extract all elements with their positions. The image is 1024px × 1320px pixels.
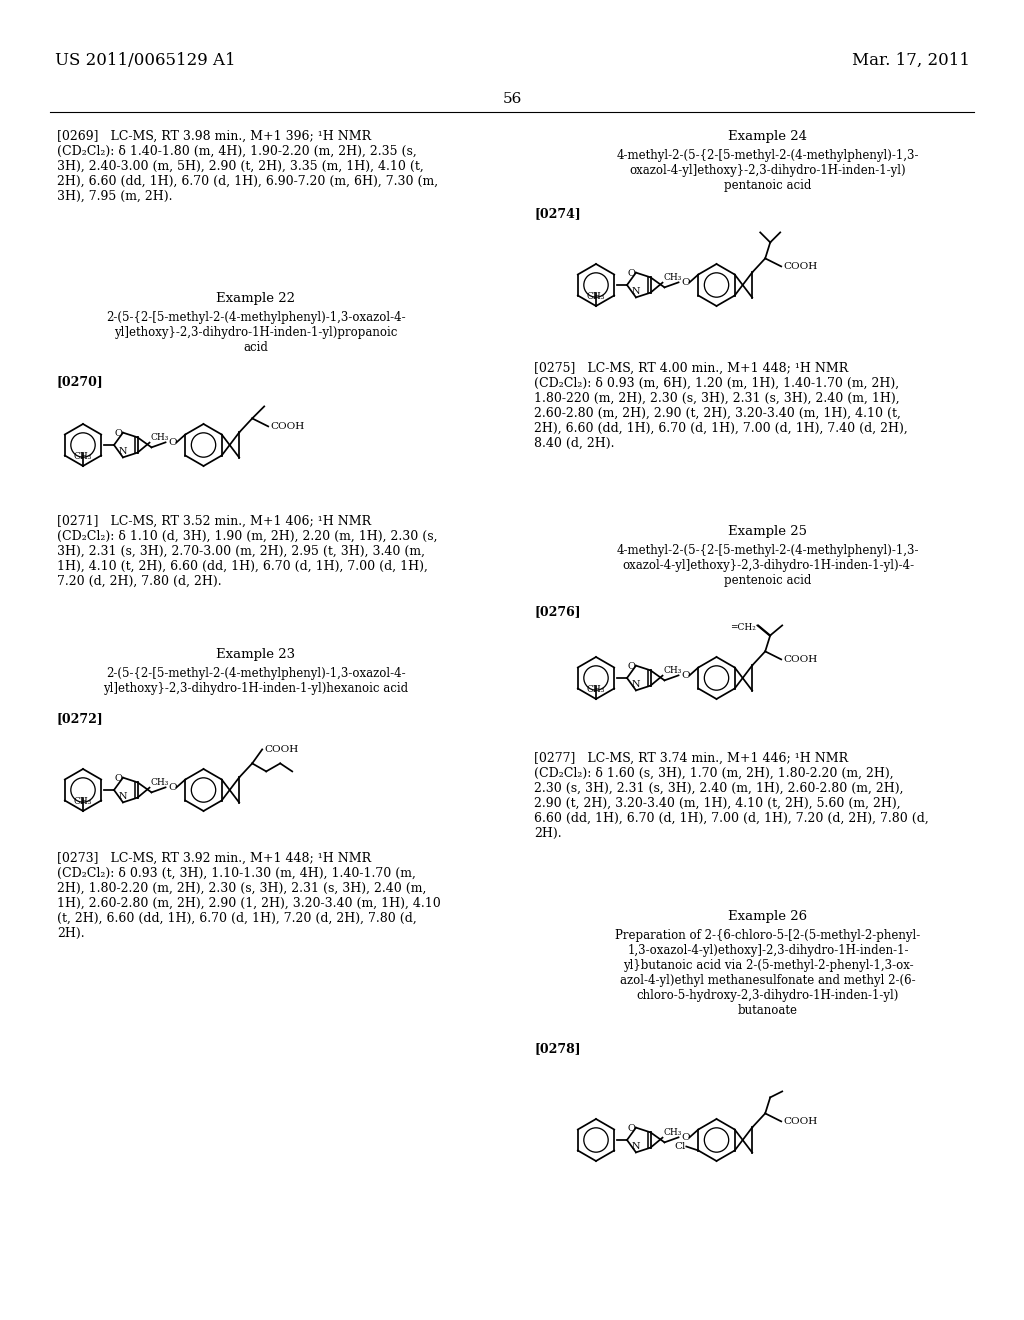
- Text: CH₃: CH₃: [151, 433, 169, 442]
- Text: O: O: [114, 774, 122, 783]
- Text: US 2011/0065129 A1: US 2011/0065129 A1: [55, 51, 236, 69]
- Text: CH₃: CH₃: [74, 797, 92, 807]
- Text: O: O: [627, 663, 635, 671]
- Text: 4-methyl-2-(5-{2-[5-methyl-2-(4-methylphenyl)-1,3-
oxazol-4-yl]ethoxy}-2,3-dihyd: 4-methyl-2-(5-{2-[5-methyl-2-(4-methylph…: [616, 149, 920, 191]
- Text: =CH₂: =CH₂: [730, 623, 756, 632]
- Text: N: N: [119, 792, 127, 801]
- Text: Preparation of 2-{6-chloro-5-[2-(5-methyl-2-phenyl-
1,3-oxazol-4-yl)ethoxy]-2,3-: Preparation of 2-{6-chloro-5-[2-(5-methy…: [615, 929, 921, 1016]
- Text: O: O: [627, 269, 635, 279]
- Text: Example 23: Example 23: [216, 648, 296, 661]
- Text: 2-(5-{2-[5-methyl-2-(4-methylphenyl)-1,3-oxazol-4-
yl]ethoxy}-2,3-dihydro-1H-ind: 2-(5-{2-[5-methyl-2-(4-methylphenyl)-1,3…: [103, 667, 409, 696]
- Text: [0269]   LC-MS, RT 3.98 min., M+1 396; ¹H NMR
(CD₂Cl₂): δ 1.40-1.80 (m, 4H), 1.9: [0269] LC-MS, RT 3.98 min., M+1 396; ¹H …: [57, 129, 438, 203]
- Text: O: O: [114, 429, 122, 438]
- Text: [0276]: [0276]: [534, 605, 581, 618]
- Text: CH₃: CH₃: [664, 273, 682, 281]
- Text: 2-(5-{2-[5-methyl-2-(4-methylphenyl)-1,3-oxazol-4-
yl]ethoxy}-2,3-dihydro-1H-ind: 2-(5-{2-[5-methyl-2-(4-methylphenyl)-1,3…: [106, 312, 406, 354]
- Text: COOH: COOH: [783, 655, 817, 664]
- Text: O: O: [681, 277, 690, 286]
- Text: N: N: [119, 447, 127, 457]
- Text: CH₃: CH₃: [664, 665, 682, 675]
- Text: O: O: [681, 1133, 690, 1142]
- Text: O: O: [681, 671, 690, 680]
- Text: CH₃: CH₃: [664, 1127, 682, 1137]
- Text: [0270]: [0270]: [57, 375, 103, 388]
- Text: CH₃: CH₃: [587, 685, 605, 694]
- Text: [0273]   LC-MS, RT 3.92 min., M+1 448; ¹H NMR
(CD₂Cl₂): δ 0.93 (t, 3H), 1.10-1.3: [0273] LC-MS, RT 3.92 min., M+1 448; ¹H …: [57, 851, 440, 940]
- Text: [0275]   LC-MS, RT 4.00 min., M+1 448; ¹H NMR
(CD₂Cl₂): δ 0.93 (m, 6H), 1.20 (m,: [0275] LC-MS, RT 4.00 min., M+1 448; ¹H …: [534, 362, 907, 450]
- Text: N: N: [632, 1142, 640, 1151]
- Text: CH₃: CH₃: [74, 451, 92, 461]
- Text: N: N: [632, 288, 640, 297]
- Text: O: O: [168, 783, 177, 792]
- Text: O: O: [168, 438, 177, 447]
- Text: 4-methyl-2-(5-{2-[5-methyl-2-(4-methylphenyl)-1,3-
oxazol-4-yl]ethoxy}-2,3-dihyd: 4-methyl-2-(5-{2-[5-methyl-2-(4-methylph…: [616, 544, 920, 587]
- Text: COOH: COOH: [783, 261, 817, 271]
- Text: Example 26: Example 26: [728, 909, 808, 923]
- Text: [0272]: [0272]: [57, 711, 103, 725]
- Text: COOH: COOH: [783, 1117, 817, 1126]
- Text: Example 22: Example 22: [216, 292, 296, 305]
- Text: Example 24: Example 24: [728, 129, 808, 143]
- Text: N: N: [632, 680, 640, 689]
- Text: O: O: [627, 1125, 635, 1133]
- Text: CH₃: CH₃: [587, 292, 605, 301]
- Text: COOH: COOH: [264, 744, 298, 754]
- Text: Mar. 17, 2011: Mar. 17, 2011: [852, 51, 970, 69]
- Text: [0278]: [0278]: [534, 1041, 581, 1055]
- Text: Example 25: Example 25: [728, 525, 808, 539]
- Text: [0277]   LC-MS, RT 3.74 min., M+1 446; ¹H NMR
(CD₂Cl₂): δ 1.60 (s, 3H), 1.70 (m,: [0277] LC-MS, RT 3.74 min., M+1 446; ¹H …: [534, 752, 929, 840]
- Text: Cl: Cl: [674, 1142, 685, 1151]
- Text: CH₃: CH₃: [151, 777, 169, 787]
- Text: [0274]: [0274]: [534, 207, 581, 220]
- Text: COOH: COOH: [270, 422, 304, 430]
- Text: 56: 56: [503, 92, 521, 106]
- Text: [0271]   LC-MS, RT 3.52 min., M+1 406; ¹H NMR
(CD₂Cl₂): δ 1.10 (d, 3H), 1.90 (m,: [0271] LC-MS, RT 3.52 min., M+1 406; ¹H …: [57, 515, 437, 587]
